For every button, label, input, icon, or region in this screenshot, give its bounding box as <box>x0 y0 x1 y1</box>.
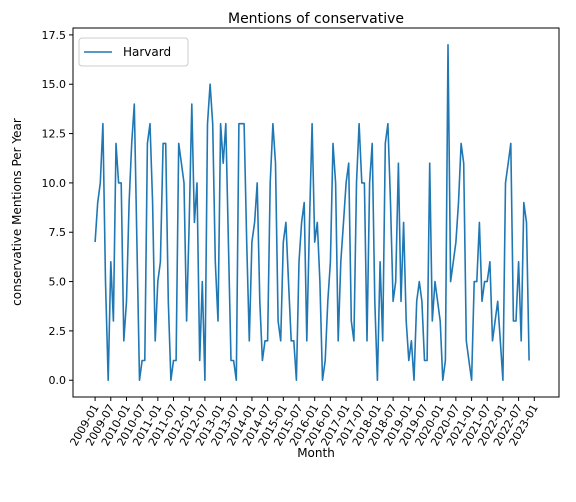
y-tick-label: 2.5 <box>49 325 67 338</box>
chart-title: Mentions of conservative <box>228 11 404 27</box>
y-tick-label: 0.0 <box>49 374 67 387</box>
y-axis: 0.0 2.5 5.0 7.5 10.0 12.5 15.0 17.5 <box>42 29 74 387</box>
y-axis-label: conservative Mentions Per Year <box>10 118 24 306</box>
x-axis-label: Month <box>297 446 335 460</box>
y-tick-label: 7.5 <box>49 226 67 239</box>
legend: Harvard <box>79 38 188 66</box>
series-line-harvard <box>95 45 529 380</box>
y-tick-label: 10.0 <box>42 177 67 190</box>
legend-label: Harvard <box>123 45 171 59</box>
x-axis: 2009-012009-072010-012010-072011-012011-… <box>67 397 540 448</box>
y-tick-label: 12.5 <box>42 128 67 141</box>
y-tick-label: 15.0 <box>42 78 67 91</box>
y-tick-label: 17.5 <box>42 29 67 42</box>
y-tick-label: 5.0 <box>49 276 67 289</box>
plot-lines <box>95 45 529 380</box>
